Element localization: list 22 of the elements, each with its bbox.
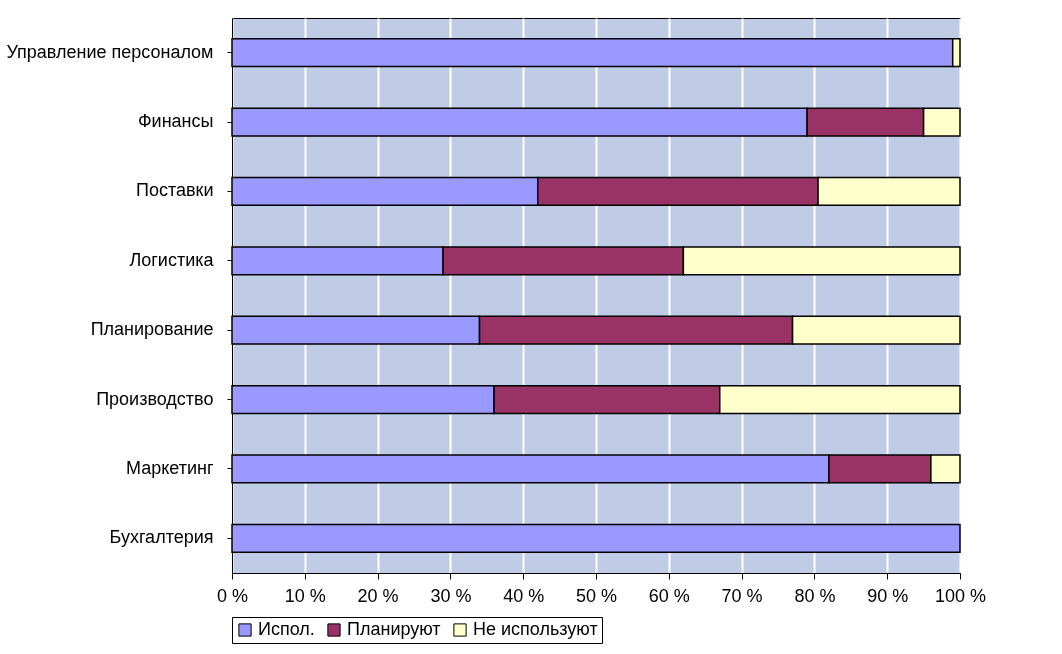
legend-label: Не используют: [473, 619, 598, 639]
y-tick-label: Финансы: [137, 111, 214, 132]
x-tick-label: 0 %: [216, 585, 249, 606]
y-tick-label: Маркетинг: [125, 457, 214, 478]
x-tick-label: 90 %: [867, 585, 909, 606]
x-tick-label: 70 %: [721, 585, 763, 606]
legend-label: Планируют: [347, 619, 441, 639]
y-tick-label: Планирование: [90, 319, 214, 340]
y-tick-label: Производство: [96, 388, 214, 409]
x-tick-label: 80 %: [794, 585, 836, 606]
x-tick-label: 30 %: [430, 585, 472, 606]
y-tick-label: Поставки: [136, 180, 214, 201]
y-tick-label: Логистика: [129, 249, 215, 270]
x-tick-label: 40 %: [503, 585, 545, 606]
y-tick-label: Бухгалтерия: [109, 527, 214, 548]
y-tick-label: Управление персоналом: [6, 41, 214, 62]
legend-label: Испол.: [258, 619, 315, 639]
x-tick-label: 60 %: [648, 585, 690, 606]
x-tick-label: 20 %: [357, 585, 399, 606]
x-tick-label: 50 %: [575, 585, 618, 606]
x-tick-label: 10 %: [284, 585, 326, 606]
x-tick-label: 100 %: [934, 585, 987, 606]
